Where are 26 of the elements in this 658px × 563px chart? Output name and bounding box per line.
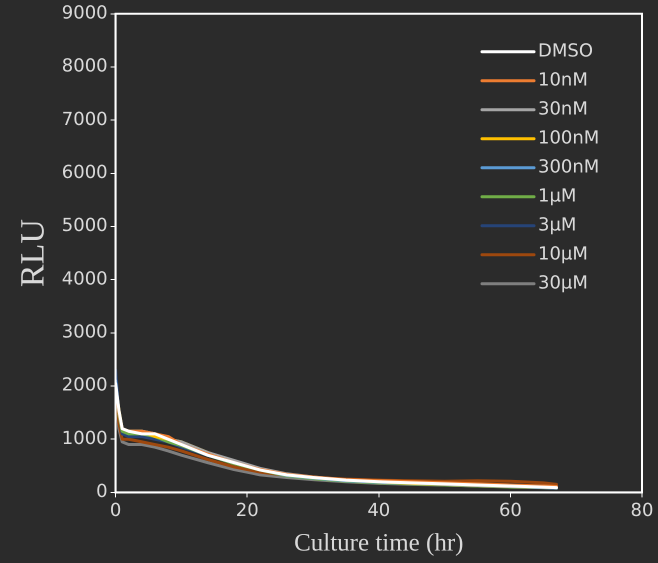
x-tick-label: 20 — [236, 500, 259, 521]
legend-label: 10nM — [538, 69, 588, 90]
y-tick-label: 3000 — [62, 322, 108, 343]
legend-label: 30µM — [538, 272, 588, 294]
x-tick-label: 40 — [367, 500, 390, 521]
y-tick-label: 4000 — [62, 268, 108, 290]
x-tick-label: 0 — [110, 500, 122, 521]
y-tick-label: 1000 — [62, 428, 108, 449]
legend-label: DMSO — [538, 40, 593, 62]
y-tick-label: 7000 — [62, 108, 108, 130]
y-tick-label: 2000 — [62, 374, 108, 396]
x-tick-label: 60 — [498, 500, 522, 521]
legend-label: 10µM — [538, 243, 588, 264]
y-axis-title: RLU — [14, 219, 52, 288]
y-tick-label: 0 — [96, 481, 108, 502]
x-tick-label: 80 — [630, 500, 654, 521]
y-tick-label: 9000 — [62, 2, 108, 24]
legend-label: 3µM — [538, 214, 576, 236]
legend-label: 100nM — [538, 127, 600, 148]
legend-label: 300nM — [538, 156, 600, 178]
y-tick-label: 5000 — [62, 215, 108, 236]
y-tick-label: 8000 — [62, 56, 108, 77]
x-axis-title: Culture time (hr) — [294, 530, 464, 557]
legend-label: 30nM — [538, 98, 588, 120]
legend-label: 1µM — [538, 185, 576, 206]
y-tick-label: 6000 — [62, 162, 108, 184]
